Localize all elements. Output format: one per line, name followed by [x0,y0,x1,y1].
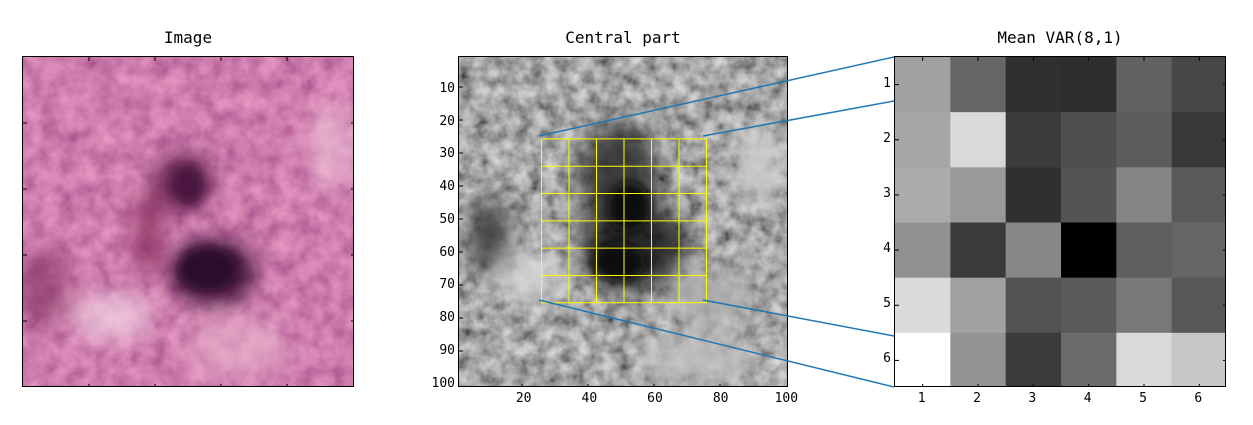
heatmap-y-tick-label: 6 [883,351,891,367]
heatmap-cell [1116,277,1173,334]
heatmap-cell [1171,112,1225,168]
y-tick-label: 90 [439,342,455,358]
heatmap-cell [1116,222,1173,279]
tissue-image [23,57,353,386]
heatmap-cell [895,277,951,334]
heatmap-cell [895,57,951,113]
heatmap-x-tick-label: 3 [1028,391,1037,406]
heatmap-cell [1005,167,1062,223]
heatmap-x-tick-label: 1 [917,391,926,406]
heatmap-y-tick-label: 5 [883,296,891,312]
heatmap-x-tick-label: 4 [1083,391,1092,406]
heatmap-cell [950,57,1007,113]
heatmap-cell [1005,277,1062,334]
heatmap-cell [1061,57,1117,113]
y-tick-label: 100 [431,375,455,391]
heatmap-cell [1005,332,1062,386]
heatmap-cell [1171,167,1225,223]
heatmap-cell [1116,167,1173,223]
heatmap-cell [895,112,951,168]
heatmap-cell [1116,112,1173,168]
mean-var-title: Mean VAR(8,1) [997,28,1123,47]
heatmap-cell [1171,222,1225,279]
heatmap-cell [950,167,1007,223]
heatmap-cell [950,332,1007,386]
heatmap-y-tick-label: 2 [883,130,891,146]
x-tick-label: 80 [712,391,729,406]
heatmap-cell [950,112,1007,168]
heatmap-cell [895,332,951,386]
heatmap-y-tick-label: 4 [883,241,891,257]
heatmap-cell [1061,167,1117,223]
heatmap-x-tick-label: 5 [1139,391,1147,406]
heatmap-cell [1005,57,1062,113]
x-tick-label: 100 [774,391,799,406]
heatmap-cell [1061,277,1117,334]
heatmap-cell [1171,332,1225,386]
y-tick-label: 50 [439,211,455,227]
heatmap-cell [1061,112,1117,168]
y-tick-label: 10 [439,80,455,96]
y-tick-label: 80 [439,310,455,326]
central-part-panel [458,56,788,387]
heatmap-cell [950,222,1007,279]
mean-var-heatmap [894,56,1226,387]
central-part-image [459,57,787,386]
x-tick-label: 20 [515,391,532,406]
heatmap-cell [895,167,951,223]
x-tick-label: 60 [647,391,663,406]
heatmap-cell [1061,332,1117,386]
y-tick-label: 40 [439,179,455,195]
heatmap-y-tick-label: 1 [883,75,891,91]
heatmap-y-tick-label: 3 [883,185,891,201]
image-title: Image [163,28,213,47]
heatmap-cell [1116,332,1173,386]
heatmap-cell [950,277,1007,334]
heatmap-cells [895,57,1225,386]
heatmap-x-tick-label: 2 [973,391,981,406]
heatmap-cell [1171,57,1225,113]
central-part-title: Central part [565,28,681,47]
heatmap-cell [1005,112,1062,168]
heatmap-cell [1116,57,1173,113]
heatmap-cell [1005,222,1062,279]
y-tick-label: 30 [439,146,455,162]
heatmap-x-tick-label: 6 [1194,391,1203,406]
tissue-image-panel [22,56,354,387]
y-tick-label: 60 [439,244,455,260]
y-tick-label: 20 [439,113,455,129]
heatmap-cell [1171,277,1225,334]
heatmap-cell [1061,222,1117,279]
y-tick-label: 70 [439,277,455,293]
x-tick-label: 40 [581,391,598,406]
heatmap-cell [895,222,951,279]
